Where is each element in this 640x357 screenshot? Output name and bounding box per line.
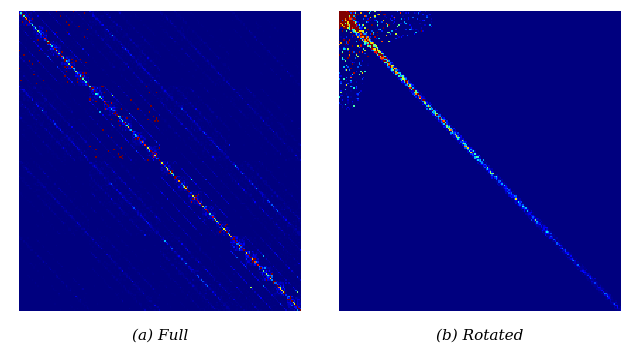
Text: (a) Full: (a) Full xyxy=(132,328,188,343)
Text: (b) Rotated: (b) Rotated xyxy=(436,328,524,343)
